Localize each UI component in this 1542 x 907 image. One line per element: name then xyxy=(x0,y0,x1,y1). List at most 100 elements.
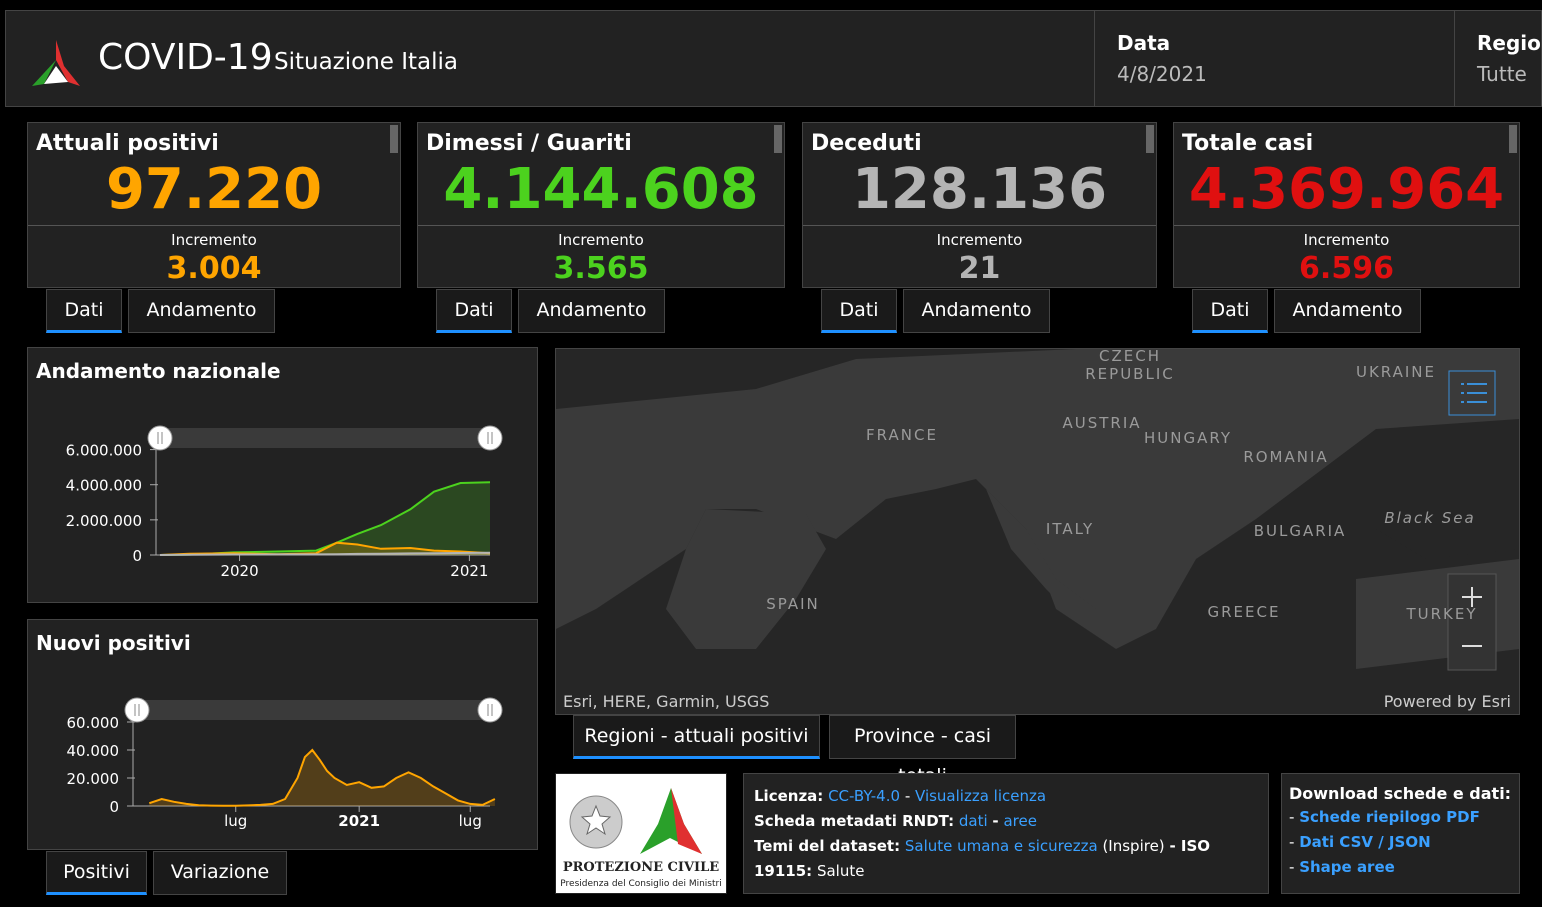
increment-value: 21 xyxy=(958,251,1001,286)
info-text: - ISO 19115: xyxy=(754,837,1211,880)
range-handle[interactable] xyxy=(477,697,503,723)
link[interactable]: Dati CSV / JSON xyxy=(1299,833,1431,851)
map-label: CZECH REPUBLIC xyxy=(1085,349,1174,383)
increment-label: Incremento xyxy=(171,231,257,249)
info-line: Scheda metadati RNDT: dati - aree xyxy=(754,809,1258,834)
range-handle[interactable] xyxy=(477,425,503,451)
link[interactable]: aree xyxy=(1003,812,1037,830)
handle-grip xyxy=(487,432,493,444)
list-icon xyxy=(1461,383,1487,403)
land xyxy=(666,509,826,649)
series-area xyxy=(149,750,495,806)
link[interactable]: CC-BY-4.0 xyxy=(828,787,901,805)
bullet: - xyxy=(1289,808,1295,826)
stat-card: Dimessi / Guariti 4.144.608 Incremento 3.56… xyxy=(417,122,785,288)
increment-label: Incremento xyxy=(1303,231,1390,249)
link[interactable]: Salute umana e sicurezza xyxy=(904,837,1098,855)
info-text: (Inspire) xyxy=(1102,837,1165,855)
stat-card: Attuali positivi 97.220 Incremento 3.004 xyxy=(27,122,401,288)
series-area xyxy=(160,482,490,555)
separator xyxy=(418,225,784,226)
handle-grip xyxy=(157,432,163,444)
sea xyxy=(1366,419,1519,559)
info-text: Temi del dataset: xyxy=(754,837,901,855)
logo-subtitle: Presidenza del Consiglio dei Ministri xyxy=(560,879,722,889)
download-title: Download schede e dati: xyxy=(1289,784,1512,803)
card-value: 4.144.608 xyxy=(443,157,759,222)
map-label: ITALY xyxy=(1046,520,1094,538)
info-text: Scheda metadati RNDT: xyxy=(754,812,955,830)
scrollbar xyxy=(1509,125,1517,153)
separator xyxy=(28,225,400,226)
land xyxy=(986,489,1096,619)
list-button[interactable] xyxy=(1448,370,1496,416)
tab[interactable]: Andamento xyxy=(903,289,1050,333)
land xyxy=(556,349,1519,649)
logo-title: PROTEZIONE CIVILE xyxy=(562,860,720,875)
x-tick-label: 2021 xyxy=(338,812,380,830)
card-value: 4.369.964 xyxy=(1188,157,1505,222)
link[interactable]: dati xyxy=(958,812,988,830)
tab[interactable]: Andamento xyxy=(518,289,665,333)
date-label: Data xyxy=(1117,31,1171,55)
chart-title: Nuovi positivi xyxy=(36,631,191,655)
tab[interactable]: Variazione xyxy=(153,851,287,895)
series-line xyxy=(159,551,491,556)
logo-panel: PROTEZIONE CIVILE Presidenza del Consigl… xyxy=(555,773,727,894)
x-tick-label: lug xyxy=(224,812,247,830)
bullet: - xyxy=(1289,833,1295,851)
link[interactable]: Visualizza licenza xyxy=(915,787,1047,805)
tab[interactable]: Dati xyxy=(1192,289,1268,333)
increment-label: Incremento xyxy=(558,231,644,249)
tab[interactable]: Positivi xyxy=(46,851,147,895)
info-text: - xyxy=(904,787,911,805)
range-handle[interactable] xyxy=(147,425,173,451)
chart-panel: Andamento nazionale 0 2.000.000 4.000.000 6.… xyxy=(27,347,538,603)
map-label: UKRAINE xyxy=(1356,363,1436,381)
tab[interactable]: Andamento xyxy=(1274,289,1421,333)
card-value: 128.136 xyxy=(851,157,1108,222)
range-handle[interactable] xyxy=(124,697,150,723)
bullet: - xyxy=(1289,858,1295,876)
x-tick-label: 2020 xyxy=(220,562,258,580)
chart-title: Andamento nazionale xyxy=(36,359,281,383)
link[interactable]: Schede riepilogo PDF xyxy=(1299,808,1480,826)
tab[interactable]: Regioni - attuali positivi xyxy=(573,715,820,759)
tab[interactable]: Dati xyxy=(436,289,512,333)
tab[interactable]: Dati xyxy=(821,289,897,333)
stat-card: Totale casi 4.369.964 Incremento 6.596 xyxy=(1173,122,1520,288)
y-tick-label: 20.000 xyxy=(67,770,120,788)
y-tick-label: 40.000 xyxy=(67,742,120,760)
range-band xyxy=(137,700,490,720)
handle-grip xyxy=(487,704,493,716)
map-label: Black Sea xyxy=(1384,509,1475,527)
map[interactable]: CZECH REPUBLIC UKRAINE FRANCE AUSTRIA HUNGARY… xyxy=(555,347,1520,715)
map-label: HUNGARY xyxy=(1144,429,1232,447)
region-label: Region xyxy=(1477,31,1542,55)
card-value: 97.220 xyxy=(105,157,323,222)
info-text: Licenza: xyxy=(754,787,824,805)
series-line xyxy=(159,541,491,556)
map-label: GREECE xyxy=(1208,603,1281,621)
tab[interactable]: Dati xyxy=(46,289,122,333)
y-tick-label: 0 xyxy=(132,547,142,565)
increment-value: 3.565 xyxy=(553,251,649,286)
map-label: FRANCE xyxy=(866,426,938,444)
tab[interactable]: Province - casi totali xyxy=(829,715,1016,787)
card-title: Totale casi xyxy=(1182,131,1314,156)
separator xyxy=(803,225,1156,226)
tab[interactable]: Andamento xyxy=(128,289,275,333)
map-label: ROMANIA xyxy=(1243,448,1328,466)
card-title: Attuali positivi xyxy=(36,131,219,156)
map-label: TURKEY xyxy=(1405,605,1477,623)
increment-value: 6.596 xyxy=(1299,251,1394,286)
download-item: - Shape aree xyxy=(1289,855,1512,880)
link[interactable]: Shape aree xyxy=(1299,858,1395,876)
info-text: Salute xyxy=(816,862,865,880)
increment-label: Incremento xyxy=(936,231,1023,249)
series-line xyxy=(148,748,496,807)
emblems xyxy=(569,788,702,854)
y-tick-label: 6.000.000 xyxy=(66,442,142,460)
scrollbar xyxy=(774,125,782,153)
range-band xyxy=(160,428,490,448)
